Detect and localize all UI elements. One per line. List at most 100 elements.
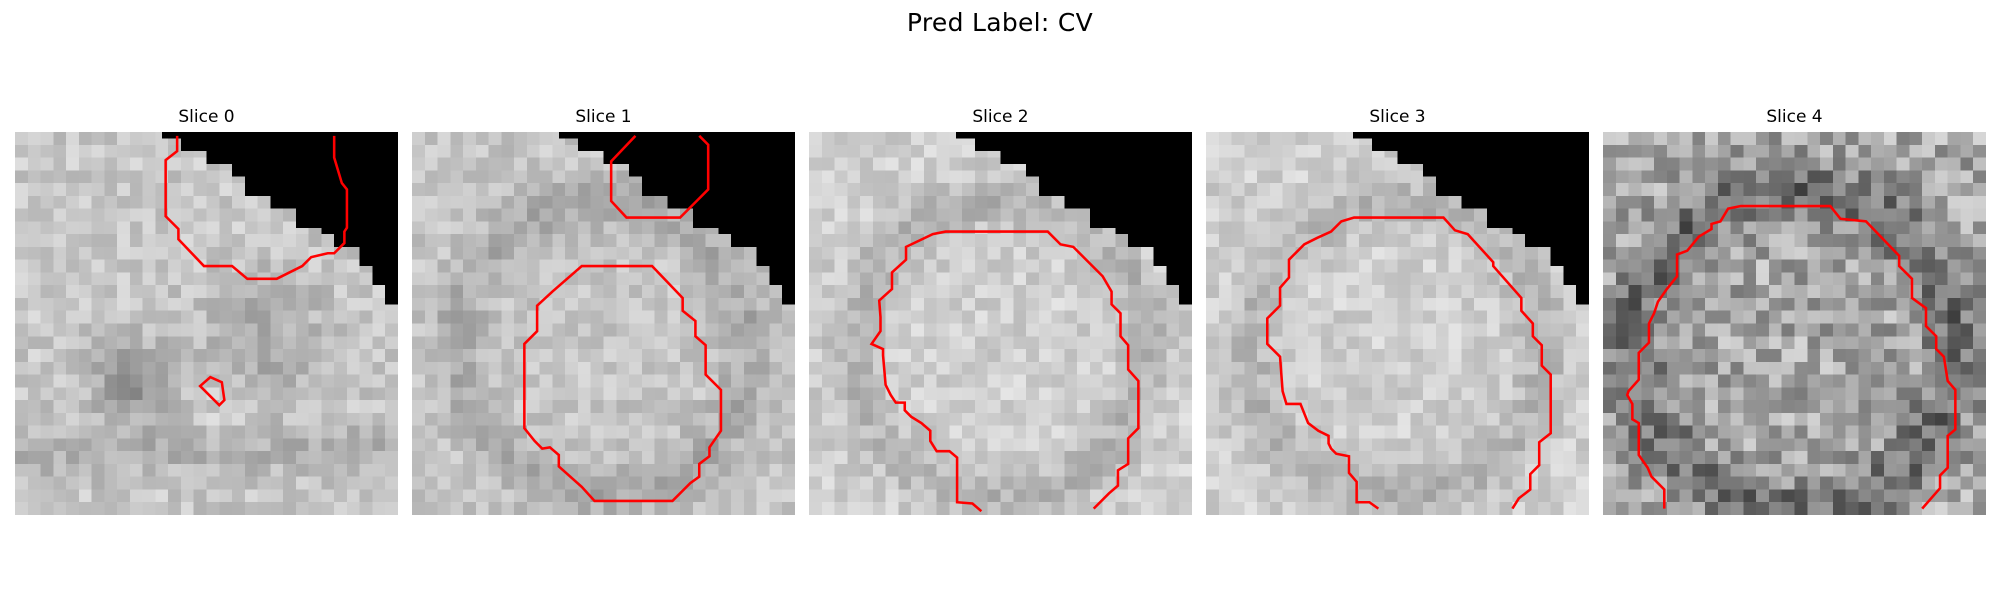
pixel (705, 246, 719, 260)
pixel (590, 438, 604, 452)
pixel (1435, 272, 1449, 286)
pixel (987, 208, 1001, 222)
pixel (27, 310, 41, 324)
pixel (616, 195, 630, 209)
pixel (1231, 259, 1245, 273)
pixel (565, 259, 579, 273)
pixel (1346, 234, 1360, 248)
pixel (1807, 183, 1821, 197)
pixel (1244, 272, 1258, 286)
pixel (1603, 183, 1617, 197)
pixel (1794, 476, 1808, 490)
pixel (437, 310, 451, 324)
pixel (1692, 246, 1706, 260)
pixel (1603, 425, 1617, 439)
pixel (180, 349, 194, 363)
pixel (565, 144, 579, 158)
pixel (66, 246, 80, 260)
pixel (142, 132, 156, 146)
pixel (1474, 476, 1488, 490)
pixel (809, 259, 823, 273)
pixel (437, 438, 451, 452)
pixel (1563, 310, 1577, 324)
pixel (1038, 361, 1052, 375)
pixel (1308, 310, 1322, 324)
pixel (1615, 310, 1629, 324)
contour-1a (609, 134, 710, 219)
pixel (359, 336, 373, 350)
pixel (1871, 285, 1885, 299)
pixel (936, 412, 950, 426)
pixel (270, 412, 284, 426)
pixel (359, 400, 373, 414)
pixel (91, 144, 105, 158)
pixel (1781, 387, 1795, 401)
pixel (1384, 183, 1398, 197)
pixel (1244, 361, 1258, 375)
pixel (450, 272, 464, 286)
pixel (974, 323, 988, 337)
pixel (206, 463, 220, 477)
pixel (718, 361, 732, 375)
pixel (91, 272, 105, 286)
pixel (1768, 323, 1782, 337)
pixel (1832, 234, 1846, 248)
pixel (1257, 387, 1271, 401)
pixel (1499, 374, 1513, 388)
pixel (475, 221, 489, 235)
pixel (769, 425, 783, 439)
pixel (885, 195, 899, 209)
pixel (1717, 157, 1731, 171)
pixel (1832, 323, 1846, 337)
pixel (987, 246, 1001, 260)
pixel (1615, 259, 1629, 273)
pixel (1231, 234, 1245, 248)
pixel (1537, 297, 1551, 311)
pixel (1384, 195, 1398, 209)
pixel (936, 183, 950, 197)
pixel (1179, 425, 1192, 439)
pixel (53, 310, 67, 324)
pixel (308, 451, 322, 465)
pixel (1832, 183, 1846, 197)
pixel (898, 425, 912, 439)
pixel (1883, 463, 1897, 477)
pixel (1845, 425, 1859, 439)
pixel (219, 476, 233, 490)
pixel (616, 349, 630, 363)
pixel (1026, 183, 1040, 197)
pixel (1269, 170, 1283, 184)
pixel (1295, 502, 1309, 515)
pixel (923, 412, 937, 426)
pixel (936, 400, 950, 414)
pixel (1461, 323, 1475, 337)
pixel (193, 412, 207, 426)
pixel (1679, 157, 1693, 171)
pixel (936, 374, 950, 388)
pixel (1896, 349, 1910, 363)
pixel (475, 336, 489, 350)
pixel (1282, 310, 1296, 324)
pixel (40, 272, 54, 286)
pixel (501, 400, 515, 414)
pixel (809, 425, 823, 439)
pixel (552, 157, 566, 171)
pixel (1410, 246, 1424, 260)
pixel (475, 310, 489, 324)
pixel (1832, 310, 1846, 324)
pixel (1026, 297, 1040, 311)
pixel (1973, 412, 1986, 426)
pixel (1115, 285, 1129, 299)
pixel (437, 272, 451, 286)
pixel (1077, 336, 1091, 350)
pixel (424, 144, 438, 158)
pixel (1896, 221, 1910, 235)
pixel (923, 387, 937, 401)
pixel (1934, 246, 1948, 260)
pixel (1679, 412, 1693, 426)
pixel (193, 336, 207, 350)
pixel (1231, 297, 1245, 311)
pixel (257, 221, 271, 235)
pixel (911, 272, 925, 286)
pixel (1947, 451, 1961, 465)
